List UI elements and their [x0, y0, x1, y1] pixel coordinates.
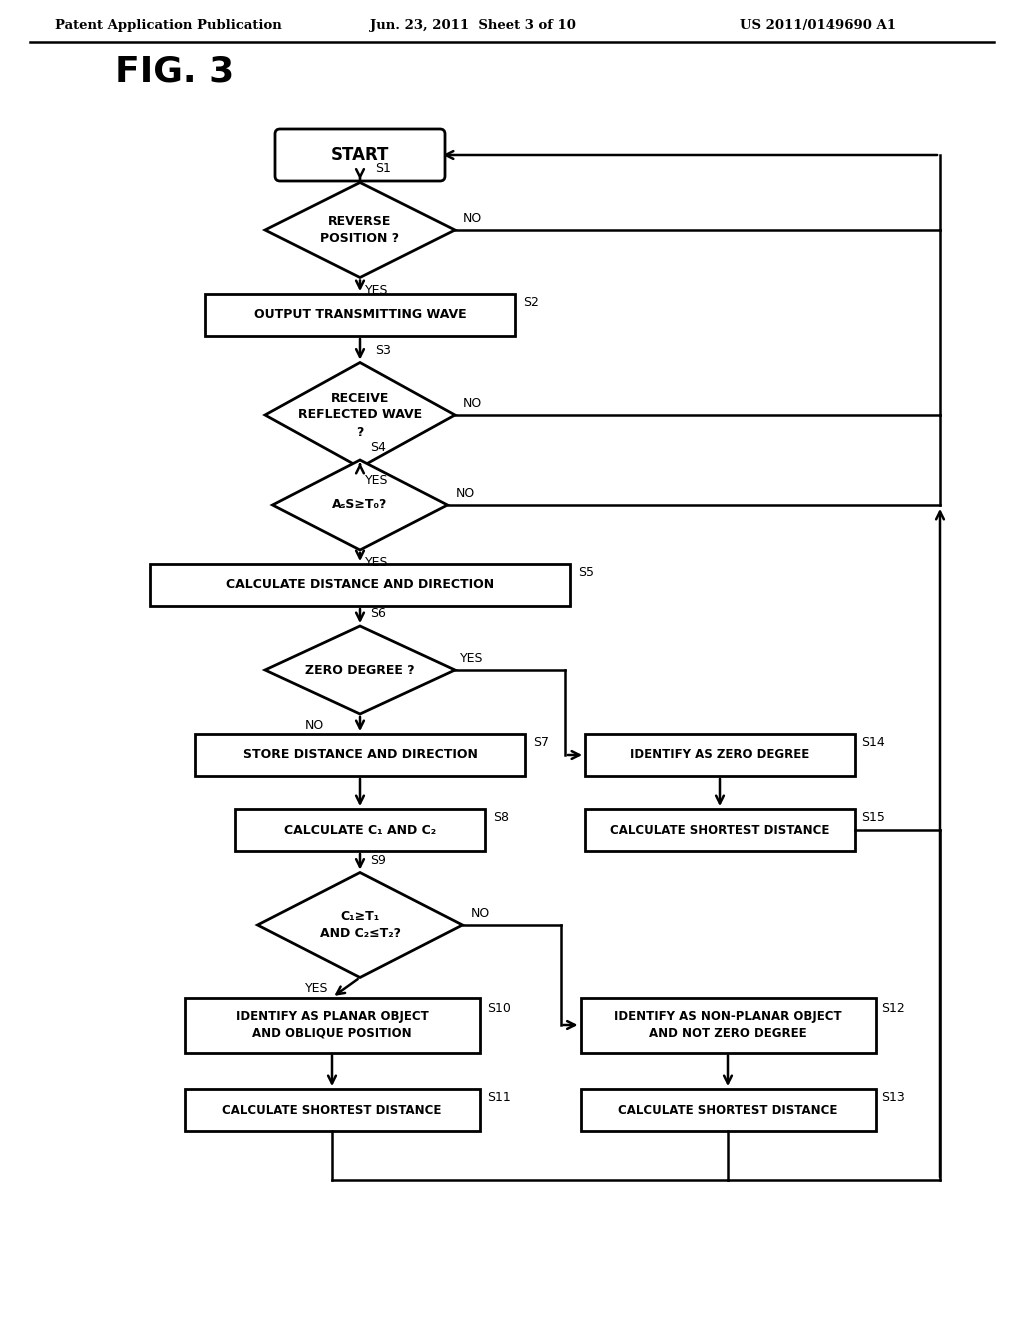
- Text: NO: NO: [456, 487, 475, 500]
- Text: Jun. 23, 2011  Sheet 3 of 10: Jun. 23, 2011 Sheet 3 of 10: [370, 18, 575, 32]
- Text: CALCULATE SHORTEST DISTANCE: CALCULATE SHORTEST DISTANCE: [610, 824, 829, 837]
- Text: AₛS≥T₀?: AₛS≥T₀?: [333, 499, 388, 511]
- Text: S8: S8: [493, 810, 509, 824]
- Text: S5: S5: [578, 566, 594, 579]
- Text: S7: S7: [534, 737, 549, 748]
- Text: IDENTIFY AS NON-PLANAR OBJECT
AND NOT ZERO DEGREE: IDENTIFY AS NON-PLANAR OBJECT AND NOT ZE…: [614, 1010, 842, 1040]
- Bar: [150, 564, 570, 606]
- Text: YES: YES: [460, 652, 483, 665]
- Bar: [205, 294, 515, 337]
- Text: YES: YES: [365, 556, 388, 569]
- Text: ZERO DEGREE ?: ZERO DEGREE ?: [305, 664, 415, 676]
- Bar: [184, 998, 479, 1052]
- Text: START: START: [331, 147, 389, 164]
- Text: NO: NO: [463, 213, 482, 224]
- Text: CALCULATE C₁ AND C₂: CALCULATE C₁ AND C₂: [284, 824, 436, 837]
- Text: YES: YES: [365, 284, 388, 297]
- Text: IDENTIFY AS PLANAR OBJECT
AND OBLIQUE POSITION: IDENTIFY AS PLANAR OBJECT AND OBLIQUE PO…: [236, 1010, 428, 1040]
- Text: S9: S9: [370, 854, 386, 866]
- Bar: [195, 734, 525, 776]
- Text: S4: S4: [370, 441, 386, 454]
- Text: NO: NO: [305, 719, 325, 733]
- Text: YES: YES: [365, 474, 388, 487]
- Text: S6: S6: [370, 607, 386, 620]
- Text: C₁≥T₁
AND C₂≤T₂?: C₁≥T₁ AND C₂≤T₂?: [319, 909, 400, 940]
- Text: S11: S11: [487, 1092, 511, 1104]
- Text: REVERSE
POSITION ?: REVERSE POSITION ?: [321, 215, 399, 246]
- Text: CALCULATE DISTANCE AND DIRECTION: CALCULATE DISTANCE AND DIRECTION: [226, 578, 494, 591]
- Text: OUTPUT TRANSMITTING WAVE: OUTPUT TRANSMITTING WAVE: [254, 309, 466, 322]
- Text: NO: NO: [463, 397, 482, 411]
- Bar: [585, 734, 855, 776]
- FancyBboxPatch shape: [275, 129, 445, 181]
- Text: US 2011/0149690 A1: US 2011/0149690 A1: [740, 18, 896, 32]
- Text: FIG. 3: FIG. 3: [115, 55, 234, 88]
- Text: S15: S15: [861, 810, 885, 824]
- Text: S1: S1: [375, 161, 391, 174]
- Text: S14: S14: [861, 737, 885, 748]
- Text: STORE DISTANCE AND DIRECTION: STORE DISTANCE AND DIRECTION: [243, 748, 477, 762]
- Text: S3: S3: [375, 343, 391, 356]
- Polygon shape: [272, 459, 447, 550]
- Polygon shape: [265, 182, 455, 277]
- Polygon shape: [257, 873, 463, 978]
- Bar: [234, 809, 485, 851]
- Text: RECEIVE
REFLECTED WAVE
?: RECEIVE REFLECTED WAVE ?: [298, 392, 422, 438]
- Text: CALCULATE SHORTEST DISTANCE: CALCULATE SHORTEST DISTANCE: [618, 1104, 838, 1117]
- Polygon shape: [265, 363, 455, 467]
- Bar: [585, 809, 855, 851]
- Text: S10: S10: [487, 1002, 511, 1015]
- Text: S2: S2: [523, 296, 539, 309]
- Bar: [184, 1089, 479, 1131]
- Text: S12: S12: [882, 1002, 905, 1015]
- Text: YES: YES: [305, 982, 329, 995]
- Text: IDENTIFY AS ZERO DEGREE: IDENTIFY AS ZERO DEGREE: [631, 748, 810, 762]
- Text: Patent Application Publication: Patent Application Publication: [55, 18, 282, 32]
- Polygon shape: [265, 626, 455, 714]
- Bar: [581, 998, 876, 1052]
- Bar: [581, 1089, 876, 1131]
- Text: NO: NO: [470, 907, 489, 920]
- Text: S13: S13: [882, 1092, 905, 1104]
- Text: CALCULATE SHORTEST DISTANCE: CALCULATE SHORTEST DISTANCE: [222, 1104, 441, 1117]
